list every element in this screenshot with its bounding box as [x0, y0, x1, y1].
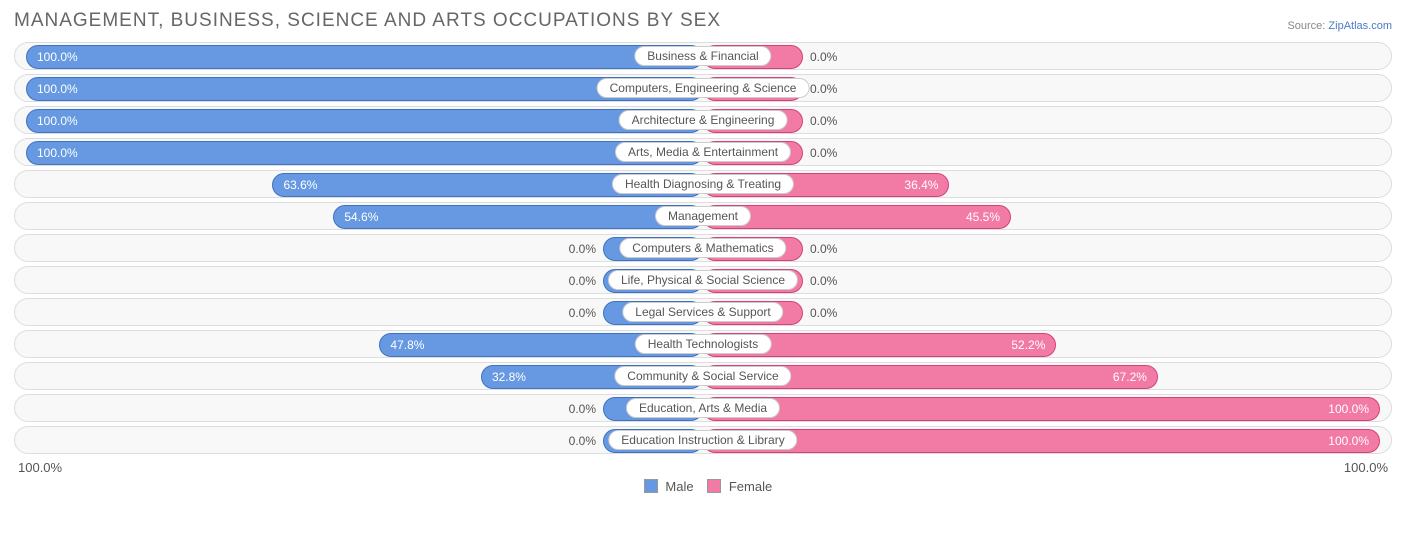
category-pill: Architecture & Engineering [619, 110, 788, 130]
legend-label-male: Male [665, 479, 693, 494]
male-value: 0.0% [561, 302, 604, 324]
female-value: 67.2% [1103, 366, 1157, 388]
male-value: 0.0% [561, 430, 604, 452]
male-bar: 54.6% [333, 205, 703, 229]
male-value: 0.0% [561, 270, 604, 292]
chart-row: 0.0% 0.0% Legal Services & Support [14, 298, 1392, 326]
female-value: 0.0% [802, 110, 845, 132]
axis-right: 100.0% [1344, 460, 1388, 475]
axis: 100.0% 100.0% [14, 454, 1392, 475]
male-value: 32.8% [482, 366, 536, 388]
chart-title: MANAGEMENT, BUSINESS, SCIENCE AND ARTS O… [14, 10, 721, 32]
female-value: 0.0% [802, 238, 845, 260]
male-value: 54.6% [334, 206, 388, 228]
female-value: 36.4% [894, 174, 948, 196]
category-pill: Management [655, 206, 751, 226]
category-pill: Education, Arts & Media [626, 398, 780, 418]
chart-row: 47.8% 52.2% Health Technologists [14, 330, 1392, 358]
legend: Male Female [14, 479, 1392, 494]
category-pill: Health Diagnosing & Treating [612, 174, 794, 194]
male-bar: 100.0% [26, 45, 703, 69]
male-value: 0.0% [561, 398, 604, 420]
female-bar: 100.0% [703, 429, 1380, 453]
category-pill: Community & Social Service [614, 366, 791, 386]
female-value: 52.2% [1001, 334, 1055, 356]
legend-swatch-male [644, 479, 658, 493]
chart-row: 0.0% 0.0% Computers & Mathematics [14, 234, 1392, 262]
category-pill: Arts, Media & Entertainment [615, 142, 791, 162]
category-pill: Education Instruction & Library [608, 430, 797, 450]
category-pill: Legal Services & Support [622, 302, 783, 322]
source-attribution: Source: ZipAtlas.com [1287, 20, 1392, 32]
chart-row: 100.0%0.0%Computers, Engineering & Scien… [14, 74, 1392, 102]
chart-row: 63.6% 36.4% Health Diagnosing & Treating [14, 170, 1392, 198]
category-pill: Computers & Mathematics [619, 238, 786, 258]
chart-row: 0.0% 0.0%Life, Physical & Social Science [14, 266, 1392, 294]
category-pill: Health Technologists [635, 334, 772, 354]
male-value: 63.6% [273, 174, 327, 196]
male-value: 100.0% [27, 110, 88, 132]
chart-row: 100.0% 0.0% Business & Financial [14, 42, 1392, 70]
male-value: 47.8% [380, 334, 434, 356]
male-bar: 100.0% [26, 109, 703, 133]
female-value: 0.0% [802, 142, 845, 164]
axis-left: 100.0% [18, 460, 62, 475]
chart-row: 100.0% 0.0% Architecture & Engineering [14, 106, 1392, 134]
chart-rows: 100.0%0.0%Business & Financial100.0%0.0%… [14, 42, 1392, 454]
male-value: 100.0% [27, 78, 88, 100]
category-pill: Life, Physical & Social Science [608, 270, 798, 290]
female-value: 45.5% [956, 206, 1010, 228]
header: MANAGEMENT, BUSINESS, SCIENCE AND ARTS O… [14, 10, 1392, 32]
female-bar: 100.0% [703, 397, 1380, 421]
male-value: 100.0% [27, 46, 88, 68]
female-value: 0.0% [802, 270, 845, 292]
chart-row: 32.8% 67.2% Community & Social Service [14, 362, 1392, 390]
female-value: 100.0% [1318, 430, 1379, 452]
female-value: 0.0% [802, 302, 845, 324]
legend-swatch-female [707, 479, 721, 493]
male-value: 100.0% [27, 142, 88, 164]
source-link[interactable]: ZipAtlas.com [1328, 20, 1392, 32]
source-label: Source: [1287, 20, 1325, 32]
legend-label-female: Female [729, 479, 772, 494]
chart-row: 0.0% 100.0% Education, Arts & Media [14, 394, 1392, 422]
chart-row: 100.0% 0.0% Arts, Media & Entertainment [14, 138, 1392, 166]
female-value: 0.0% [802, 46, 845, 68]
male-value: 0.0% [561, 238, 604, 260]
female-value: 100.0% [1318, 398, 1379, 420]
category-pill: Computers, Engineering & Science [597, 78, 810, 98]
chart-row: 54.6% 45.5% Management [14, 202, 1392, 230]
chart-row: 0.0% 100.0% Education Instruction & Librar… [14, 426, 1392, 454]
category-pill: Business & Financial [634, 46, 771, 66]
male-bar: 100.0% [26, 141, 703, 165]
